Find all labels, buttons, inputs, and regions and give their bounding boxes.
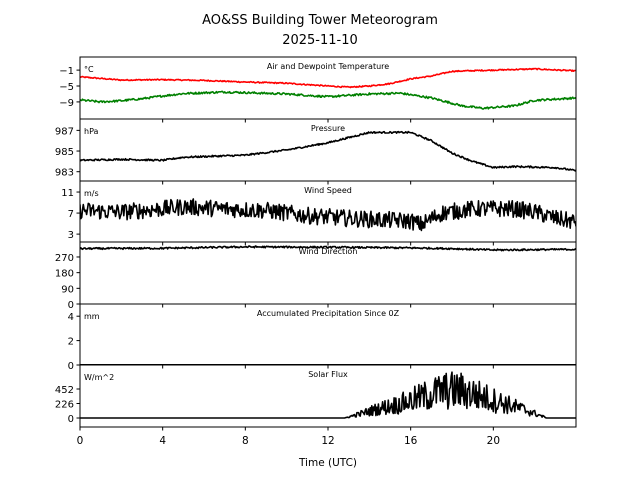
- y-tick-label: 452: [55, 385, 74, 396]
- series-line-temperature-1: [80, 90, 576, 110]
- chart-title: AO&SS Building Tower Meteorogram: [202, 13, 438, 28]
- y-tick-label: −1: [59, 66, 74, 77]
- panels: −1−5−9°C Air and Dewpoint Temperature9879…: [55, 56, 577, 431]
- y-tick-label: 0: [68, 300, 74, 311]
- y-tick-label: 226: [55, 400, 74, 411]
- panel-unit-label: W/m^2: [84, 373, 114, 382]
- panel-temperature: −1 −5 −9 °C Air and Dewpoint Temperature: [59, 56, 577, 123]
- panel-wind-speed: 11 7 3 m/s Wind Speed: [61, 180, 577, 246]
- y-tick-label: −9: [59, 98, 74, 109]
- x-tick-label: 20: [487, 435, 500, 447]
- y-tick-label: 2: [68, 337, 74, 348]
- panel-unit-label: hPa: [84, 127, 99, 136]
- panel-precipitation: 4 2 0 mm Accumulated Precipitation Since 0Z: [68, 303, 577, 372]
- series-line-temperature-0: [80, 67, 576, 89]
- y-tick-label: 983: [55, 168, 74, 179]
- series-line-wind-direction-0: [80, 245, 576, 252]
- x-tick-label: 0: [77, 435, 84, 447]
- y-tick-label: 270: [55, 253, 74, 264]
- y-tick-label: 90: [61, 284, 74, 295]
- y-tick-label: 985: [55, 147, 74, 158]
- y-tick-label: 987: [55, 126, 74, 137]
- series-line-pressure-0: [80, 130, 576, 172]
- x-axis-label: Time (UTC): [298, 457, 357, 469]
- chart-subtitle: 2025-11-10: [282, 33, 358, 48]
- y-tick-label: 4: [68, 312, 74, 323]
- y-tick-label: 180: [55, 269, 74, 280]
- panel-solar-flux: 452 226 0 W/m^2 Solar Flux: [55, 364, 577, 431]
- series-line-solar-flux-0: [80, 371, 576, 419]
- panel-title: Accumulated Precipitation Since 0Z: [257, 309, 400, 318]
- panel-unit-label: m/s: [84, 189, 99, 198]
- y-tick-label: 7: [68, 209, 74, 220]
- y-tick-label: 3: [68, 230, 74, 241]
- panel-title: Wind Speed: [304, 186, 352, 195]
- y-tick-label: 0: [68, 361, 74, 372]
- panel-unit-label: mm: [84, 312, 100, 321]
- panel-title: Wind Direction: [299, 247, 358, 256]
- y-tick-label: 0: [68, 414, 74, 425]
- y-tick-label: −5: [59, 82, 74, 93]
- panel-title: Solar Flux: [308, 370, 348, 379]
- panel-unit-label: °C: [84, 65, 94, 74]
- panel-pressure: 987 985 983 hPa Pressure: [55, 118, 577, 185]
- x-tick-label: 16: [404, 435, 418, 447]
- series-line-wind-speed-0: [80, 198, 576, 232]
- panel-wind-direction: 270 180 90 0 Wind Direction: [55, 241, 577, 311]
- panel-title: Air and Dewpoint Temperature: [267, 62, 389, 71]
- x-axis: 0 4 8 12 16 20: [77, 435, 500, 447]
- y-tick-label: 11: [61, 188, 74, 199]
- panel-title: Pressure: [311, 124, 345, 133]
- x-tick-label: 12: [321, 435, 334, 447]
- x-tick-label: 8: [242, 435, 249, 447]
- x-tick-label: 4: [159, 435, 166, 447]
